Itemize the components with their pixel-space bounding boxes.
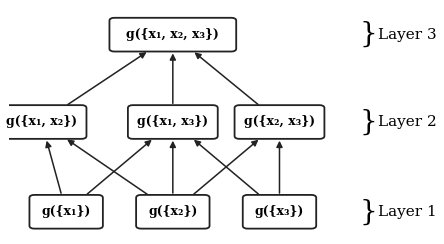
Text: g({x₁, x₂}): g({x₁, x₂}) xyxy=(6,115,77,129)
FancyBboxPatch shape xyxy=(0,105,87,139)
FancyBboxPatch shape xyxy=(128,105,218,139)
Text: g({x₂}): g({x₂}) xyxy=(148,205,198,218)
Text: }: } xyxy=(360,109,377,135)
Text: g({x₁}): g({x₁}) xyxy=(41,205,91,218)
Text: Layer 2: Layer 2 xyxy=(378,115,437,129)
FancyBboxPatch shape xyxy=(243,195,316,229)
Text: g({x₁, x₃}): g({x₁, x₃}) xyxy=(137,115,208,129)
Text: g({x₂, x₃}): g({x₂, x₃}) xyxy=(244,115,315,129)
Text: }: } xyxy=(360,198,377,225)
Text: g({x₁, x₂, x₃}): g({x₁, x₂, x₃}) xyxy=(127,28,219,41)
FancyBboxPatch shape xyxy=(109,18,236,51)
Text: g({x₃}): g({x₃}) xyxy=(255,205,304,218)
FancyBboxPatch shape xyxy=(136,195,210,229)
Text: Layer 3: Layer 3 xyxy=(378,28,436,42)
Text: }: } xyxy=(360,21,377,48)
FancyBboxPatch shape xyxy=(29,195,103,229)
FancyBboxPatch shape xyxy=(234,105,325,139)
Text: Layer 1: Layer 1 xyxy=(378,205,437,219)
